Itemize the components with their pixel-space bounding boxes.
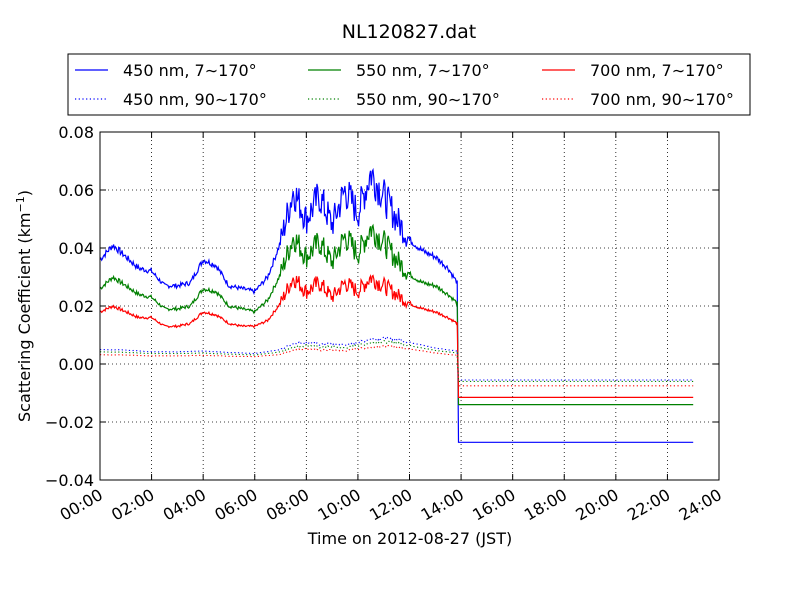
y-tick-label: 0.06 <box>58 181 94 200</box>
y-axis-label-main: Scattering Coefficient (km <box>15 212 34 422</box>
x-tick-label: 16:00 <box>469 485 518 525</box>
legend-label: 550 nm, 90∼170° <box>356 90 500 109</box>
legend-label: 450 nm, 90∼170° <box>123 90 267 109</box>
series-line <box>99 274 694 398</box>
series-line <box>99 167 694 443</box>
legend-label: 550 nm, 7∼170° <box>356 61 490 80</box>
legend-label: 700 nm, 7∼170° <box>590 61 724 80</box>
x-tick-label: 20:00 <box>572 485 621 525</box>
grid <box>100 132 719 480</box>
legend: 450 nm, 7∼170° 550 nm, 7∼170° 700 nm, 7∼17… <box>67 53 751 116</box>
x-tick-label: 12:00 <box>366 485 415 525</box>
x-tick-label: 14:00 <box>418 485 467 525</box>
legend-label: 700 nm, 90∼170° <box>590 90 734 109</box>
series-line <box>99 223 694 406</box>
series-line <box>100 339 694 382</box>
y-axis: −0.04 −0.02 0.00 0.02 0.04 0.06 0.08 <box>45 123 719 490</box>
y-tick-label: 0.02 <box>58 297 94 316</box>
x-tick-label: 08:00 <box>263 485 312 525</box>
x-axis-label: Time on 2012-08-27 (JST) <box>307 529 512 548</box>
x-axis: 00:00 02:00 04:00 06:00 08:00 10:00 12:00 14:00… <box>57 132 725 525</box>
x-tick-label: 02:00 <box>108 485 157 525</box>
x-tick-label: 22:00 <box>624 485 673 525</box>
plot-area: 00:00 02:00 04:00 06:00 08:00 10:00 12:00 14:00… <box>45 123 725 525</box>
y-tick-label: −0.02 <box>45 413 94 432</box>
y-axis-label: Scattering Coefficient (km−1) <box>14 190 34 422</box>
x-tick-label: 24:00 <box>676 485 725 525</box>
x-tick-label: 18:00 <box>521 485 570 525</box>
y-axis-label-end: ) <box>15 190 34 196</box>
series-layer <box>99 167 694 443</box>
y-tick-label: 0.08 <box>58 123 94 142</box>
y-tick-label: 0.00 <box>58 355 94 374</box>
x-tick-label: 04:00 <box>160 485 209 525</box>
legend-box <box>67 53 751 116</box>
chart-title: NL120827.dat <box>342 21 477 43</box>
x-tick-label: 10:00 <box>314 485 363 525</box>
y-tick-label: −0.04 <box>45 471 94 490</box>
y-tick-label: 0.04 <box>58 239 94 258</box>
x-tick-label: 06:00 <box>211 485 260 525</box>
y-axis-label-sup: −1 <box>14 196 27 212</box>
series-line <box>100 335 694 381</box>
legend-label: 450 nm, 7∼170° <box>123 61 257 80</box>
series-line <box>100 344 694 387</box>
x-tick-label: 00:00 <box>57 485 106 525</box>
